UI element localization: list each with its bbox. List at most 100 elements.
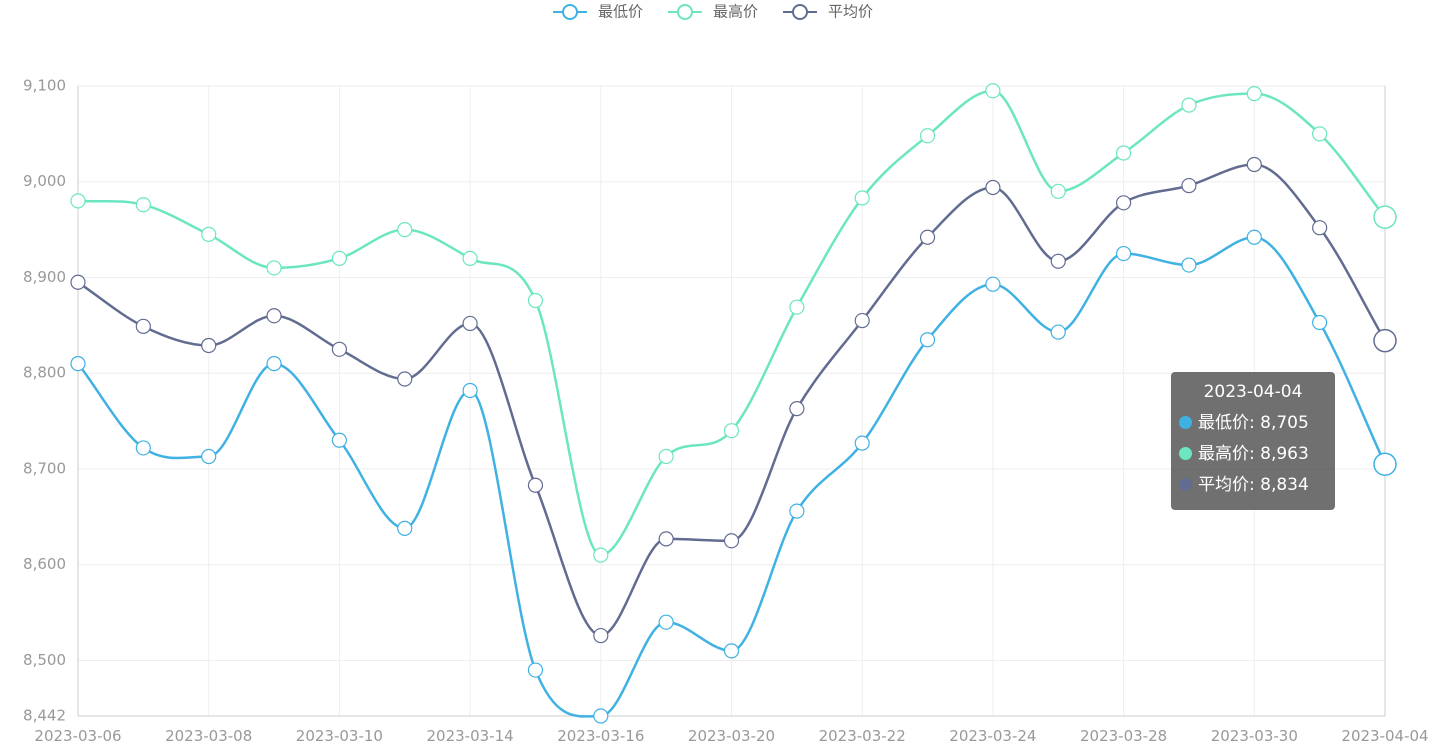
chart-tooltip: 2023-04-04 最低价: 8,705 最高价: 8,963 平均价: 8,… xyxy=(1171,372,1335,510)
tooltip-row-low: 最低价: 8,705 xyxy=(1179,408,1327,439)
x-tick-label: 2023-03-16 xyxy=(557,727,644,745)
data-point-high[interactable] xyxy=(789,299,805,315)
data-point-high[interactable] xyxy=(331,250,347,266)
data-point-avg[interactable] xyxy=(266,308,282,324)
x-tick-label: 2023-03-20 xyxy=(688,727,775,745)
x-tick-label: 2023-03-08 xyxy=(165,727,252,745)
data-point-low[interactable] xyxy=(1181,257,1197,273)
data-point-low[interactable] xyxy=(135,440,151,456)
tooltip-label-avg: 平均价: 8,834 xyxy=(1198,475,1309,495)
data-point-avg[interactable] xyxy=(593,627,609,644)
data-point-high[interactable] xyxy=(1181,97,1197,113)
data-point-high[interactable] xyxy=(1050,183,1066,199)
data-point-high[interactable] xyxy=(266,260,282,276)
data-point-high[interactable] xyxy=(723,423,740,439)
data-point-avg[interactable] xyxy=(1373,328,1397,353)
data-point-low[interactable] xyxy=(397,520,413,536)
data-point-high[interactable] xyxy=(854,190,870,206)
data-point-low[interactable] xyxy=(266,356,282,372)
x-tick-label: 2023-03-22 xyxy=(819,727,906,745)
x-tick-label: 2023-03-06 xyxy=(34,727,121,745)
chart-axes xyxy=(77,86,1386,717)
chart-grid xyxy=(78,85,1385,716)
data-point-low[interactable] xyxy=(854,435,870,451)
data-point-avg[interactable] xyxy=(397,371,413,387)
data-point-avg[interactable] xyxy=(985,179,1001,196)
data-point-low[interactable] xyxy=(1373,452,1397,476)
data-point-low[interactable] xyxy=(201,448,217,465)
data-point-high[interactable] xyxy=(397,222,413,238)
data-point-avg[interactable] xyxy=(854,312,870,329)
data-point-high[interactable] xyxy=(1373,205,1397,229)
data-point-high[interactable] xyxy=(201,226,217,243)
data-point-high[interactable] xyxy=(135,197,151,213)
data-point-low[interactable] xyxy=(70,356,86,372)
tooltip-title: 2023-04-04 xyxy=(1203,382,1303,402)
y-tick-label: 8,900 xyxy=(23,268,66,286)
data-point-low[interactable] xyxy=(593,708,609,724)
legend-circle-icon xyxy=(792,4,808,20)
data-point-high[interactable] xyxy=(593,547,609,563)
data-point-low[interactable] xyxy=(527,662,544,678)
x-tick-label: 2023-04-04 xyxy=(1341,727,1428,745)
legend-circle-icon xyxy=(677,4,693,20)
tooltip-label-high: 最高价: 8,963 xyxy=(1198,444,1309,464)
data-point-low[interactable] xyxy=(1312,314,1328,331)
data-point-avg[interactable] xyxy=(201,337,217,354)
y-tick-label: 9,000 xyxy=(23,172,66,190)
data-point-high[interactable] xyxy=(919,128,936,144)
legend-label: 平均价 xyxy=(828,3,873,21)
data-point-avg[interactable] xyxy=(1312,220,1328,236)
data-point-low[interactable] xyxy=(723,643,740,659)
legend-circle-icon xyxy=(562,4,578,20)
data-point-high[interactable] xyxy=(1115,145,1132,161)
data-point-avg[interactable] xyxy=(789,401,805,417)
tooltip-dot-avg xyxy=(1179,478,1192,491)
x-tick-label: 2023-03-30 xyxy=(1211,727,1298,745)
legend-item-low[interactable]: 最低价 xyxy=(553,3,643,21)
data-point-avg[interactable] xyxy=(1115,195,1132,211)
series-points[interactable] xyxy=(70,83,1397,724)
data-point-low[interactable] xyxy=(919,332,936,348)
data-point-high[interactable] xyxy=(1312,126,1328,142)
data-point-avg[interactable] xyxy=(527,477,544,493)
data-point-avg[interactable] xyxy=(1246,156,1262,173)
data-point-high[interactable] xyxy=(70,193,86,209)
legend-item-high[interactable]: 最高价 xyxy=(668,3,758,21)
y-tick-label: 9,100 xyxy=(23,77,66,95)
data-point-avg[interactable] xyxy=(331,341,347,357)
data-point-high[interactable] xyxy=(1246,86,1262,102)
data-point-high[interactable] xyxy=(527,292,544,309)
tooltip-label-low: 最低价: 8,705 xyxy=(1198,413,1309,433)
x-tick-label: 2023-03-14 xyxy=(427,727,514,745)
data-point-low[interactable] xyxy=(462,382,478,399)
tooltip-row-high: 最高价: 8,963 xyxy=(1179,439,1327,470)
y-tick-label: 8,442 xyxy=(23,707,66,725)
data-point-high[interactable] xyxy=(658,448,674,465)
data-point-low[interactable] xyxy=(985,276,1001,292)
x-tick-label: 2023-03-24 xyxy=(949,727,1036,745)
data-point-high[interactable] xyxy=(462,250,478,266)
data-point-low[interactable] xyxy=(1115,245,1132,262)
data-point-avg[interactable] xyxy=(658,531,674,547)
data-point-low[interactable] xyxy=(1246,229,1262,245)
data-point-avg[interactable] xyxy=(70,274,86,290)
data-point-low[interactable] xyxy=(331,432,347,448)
tooltip-dot-high xyxy=(1179,447,1192,460)
x-tick-label: 2023-03-10 xyxy=(296,727,383,745)
data-point-low[interactable] xyxy=(1050,324,1066,340)
series-line-low xyxy=(77,236,1387,718)
data-point-avg[interactable] xyxy=(462,315,478,332)
data-point-avg[interactable] xyxy=(135,318,151,334)
x-axis-ticks: 2023-03-06 2023-03-08 2023-03-10 2023-03-14… xyxy=(34,727,1428,745)
data-point-avg[interactable] xyxy=(919,229,936,245)
legend-item-avg[interactable]: 平均价 xyxy=(783,3,873,21)
data-point-avg[interactable] xyxy=(723,533,740,549)
y-tick-label: 8,600 xyxy=(23,555,66,573)
chart-legend[interactable]: 最低价 最高价 平均价 xyxy=(553,3,873,21)
data-point-avg[interactable] xyxy=(1181,177,1197,194)
data-point-high[interactable] xyxy=(985,83,1001,99)
data-point-avg[interactable] xyxy=(1050,253,1066,269)
data-point-low[interactable] xyxy=(789,503,805,519)
data-point-low[interactable] xyxy=(658,614,674,630)
